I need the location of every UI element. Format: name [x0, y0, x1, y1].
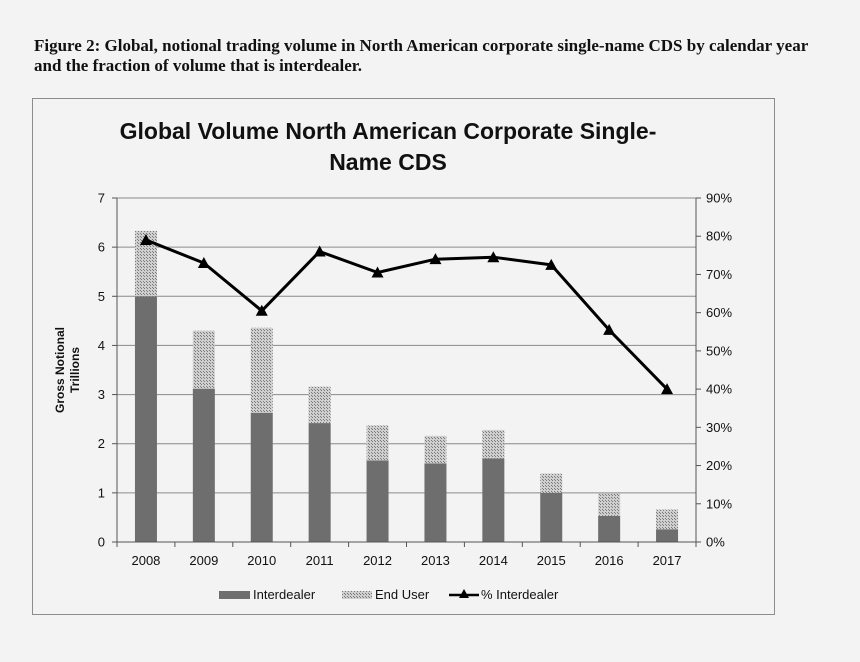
bar-end-user-2012	[366, 425, 389, 461]
chart-frame: Global Volume North American Corporate S…	[32, 98, 775, 615]
y2-tick-label-70: 70%	[706, 267, 732, 282]
marker-percent-2012	[371, 266, 384, 278]
x-tick-label-2016: 2016	[595, 553, 624, 568]
y2-tick-label-60: 60%	[706, 305, 732, 320]
x-tick-label-2013: 2013	[421, 553, 450, 568]
y-tick-label-5: 5	[98, 289, 105, 304]
marker-percent-2009	[197, 256, 210, 268]
bar-interdealer-2017	[656, 529, 679, 542]
y-tick-label-0: 0	[98, 535, 105, 550]
bar-end-user-2014	[482, 429, 505, 459]
legend-label-percent-interdealer: % Interdealer	[481, 587, 559, 602]
legend-label-interdealer: Interdealer	[253, 587, 316, 602]
bar-end-user-2017	[656, 509, 679, 530]
bar-end-user-2013	[424, 435, 447, 464]
marker-percent-2013	[429, 253, 442, 265]
marker-percent-2011	[313, 245, 326, 257]
bar-interdealer-2012	[366, 460, 389, 542]
y-tick-label-2: 2	[98, 436, 105, 451]
y2-tick-label-30: 30%	[706, 420, 732, 435]
bar-interdealer-2010	[250, 412, 273, 542]
interdealer-percent-line	[139, 234, 674, 395]
bar-end-user-2010	[250, 327, 273, 413]
y-axis-title: Gross Notional Trillions	[53, 327, 82, 413]
chart-title-line2: Name CDS	[329, 149, 447, 175]
marker-percent-2010	[255, 304, 268, 316]
bar-interdealer-2011	[308, 423, 331, 542]
x-tick-label-2009: 2009	[189, 553, 218, 568]
chart-title-line1: Global Volume North American Corporate S…	[120, 118, 657, 144]
x-tick-label-2015: 2015	[537, 553, 566, 568]
y2-tick-label-80: 80%	[706, 229, 732, 244]
legend-swatch-end-user	[342, 591, 372, 599]
bar-end-user-2016	[598, 493, 621, 516]
x-tick-label-2014: 2014	[479, 553, 508, 568]
marker-percent-2016	[603, 323, 616, 335]
y-tick-label-4: 4	[98, 338, 105, 353]
bar-interdealer-2008	[134, 296, 157, 542]
figure-caption: Figure 2: Global, notional trading volum…	[34, 36, 808, 75]
bar-interdealer-2009	[192, 388, 215, 542]
legend: Interdealer End User % Interdealer	[219, 587, 559, 602]
bars	[134, 230, 679, 542]
marker-percent-2017	[661, 383, 674, 395]
x-tick-label-2008: 2008	[131, 553, 160, 568]
y-axis-title-line2: Trillions	[68, 347, 82, 393]
y2-tick-label-10: 10%	[706, 496, 732, 511]
y2-tick-label-90: 90%	[706, 191, 732, 206]
bar-interdealer-2013	[424, 463, 447, 542]
tick-labels: 012345670%10%20%30%40%50%60%70%80%90%200…	[98, 191, 733, 569]
legend-label-end-user: End User	[375, 587, 430, 602]
marker-percent-2008	[139, 234, 152, 246]
x-tick-label-2010: 2010	[247, 553, 276, 568]
bar-end-user-2008	[134, 230, 157, 297]
y-axis-title-line1: Gross Notional	[53, 327, 67, 413]
y2-tick-label-50: 50%	[706, 343, 732, 358]
y-tick-label-3: 3	[98, 387, 105, 402]
y2-tick-label-20: 20%	[706, 458, 732, 473]
y-tick-label-1: 1	[98, 485, 105, 500]
chart-svg: Global Volume North American Corporate S…	[53, 118, 733, 602]
bar-interdealer-2014	[482, 458, 505, 542]
bar-interdealer-2016	[598, 515, 621, 542]
bar-end-user-2011	[308, 386, 331, 424]
x-tick-label-2017: 2017	[653, 553, 682, 568]
x-tick-label-2011: 2011	[306, 553, 334, 568]
bar-interdealer-2015	[540, 492, 563, 542]
x-tick-label-2012: 2012	[363, 553, 392, 568]
y-tick-label-7: 7	[98, 191, 105, 206]
legend-swatch-triangle	[459, 589, 469, 598]
bar-end-user-2009	[192, 330, 215, 389]
bar-end-user-2015	[540, 473, 563, 493]
percent-interdealer-polyline	[145, 238, 669, 391]
legend-swatch-interdealer	[219, 591, 250, 599]
y-tick-label-6: 6	[98, 240, 105, 255]
marker-percent-2014	[487, 251, 500, 263]
y2-tick-label-40: 40%	[706, 382, 732, 397]
y2-tick-label-0: 0%	[706, 535, 725, 550]
marker-percent-2015	[545, 258, 558, 270]
